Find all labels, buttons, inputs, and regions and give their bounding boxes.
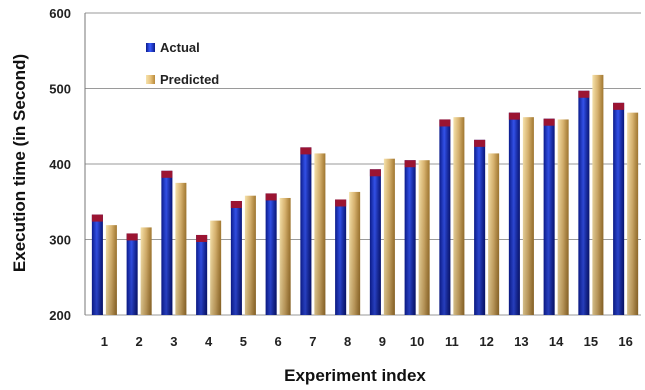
y-tick-label: 500 <box>49 82 71 97</box>
bar-actual-shade-10 <box>404 160 416 315</box>
bar-predicted-shade-6 <box>279 197 291 315</box>
legend: Actual Predicted <box>146 40 219 87</box>
x-tick-label: 15 <box>584 334 598 349</box>
bar-predicted-shade-10 <box>418 160 430 315</box>
x-tick-label: 10 <box>410 334 424 349</box>
bar-predicted-shade-15 <box>592 74 604 315</box>
bar-actual-shade-11 <box>439 119 451 315</box>
bar-actual-cap-5 <box>230 200 242 208</box>
bar-actual-cap-3 <box>161 170 173 178</box>
bar-actual-shade-12 <box>474 139 486 315</box>
bar-predicted-shade-13 <box>522 117 534 315</box>
bar-predicted-shade-9 <box>383 158 395 315</box>
bar-actual-cap-4 <box>196 234 208 242</box>
legend-swatch-actual <box>146 43 155 52</box>
bar-actual-cap-8 <box>335 199 347 207</box>
bar-predicted-shade-8 <box>349 191 361 315</box>
bar-predicted-shade-7 <box>314 153 326 315</box>
x-tick-label: 8 <box>344 334 351 349</box>
bar-predicted-shade-2 <box>140 227 152 315</box>
bar-actual-shade-4 <box>196 234 208 315</box>
x-tick-label: 12 <box>479 334 493 349</box>
bar-predicted-shade-3 <box>175 182 187 315</box>
bar-actual-shade-14 <box>543 118 555 315</box>
bar-predicted-shade-4 <box>210 220 222 315</box>
bar-actual-shade-1 <box>91 214 103 315</box>
bar-actual-shade-9 <box>369 169 381 315</box>
bar-actual-cap-11 <box>439 119 451 127</box>
x-tick-label: 3 <box>170 334 177 349</box>
bar-actual-shade-15 <box>578 90 590 315</box>
x-tick-label: 11 <box>445 334 459 349</box>
bar-actual-cap-9 <box>369 169 381 177</box>
x-tick-label: 2 <box>136 334 143 349</box>
bar-predicted-shade-12 <box>488 153 500 315</box>
bar-actual-cap-10 <box>404 160 416 168</box>
bar-predicted-shade-5 <box>244 195 256 315</box>
x-axis-title: Experiment index <box>284 366 426 385</box>
legend-swatch-predicted <box>146 75 155 84</box>
bar-actual-shade-3 <box>161 170 173 315</box>
bar-actual-shade-13 <box>508 112 520 315</box>
bars <box>91 74 639 315</box>
y-tick-label: 600 <box>49 6 71 21</box>
y-tick-label: 200 <box>49 308 71 323</box>
y-tick-label: 300 <box>49 233 71 248</box>
bar-actual-shade-16 <box>613 102 625 315</box>
bar-actual-cap-13 <box>508 112 520 120</box>
x-tick-label: 7 <box>309 334 316 349</box>
legend-label-predicted: Predicted <box>160 72 219 87</box>
bar-actual-cap-14 <box>543 118 555 126</box>
bar-actual-cap-2 <box>126 233 138 241</box>
x-tick-label: 16 <box>618 334 632 349</box>
bar-actual-cap-7 <box>300 147 312 155</box>
bar-predicted-shade-1 <box>105 225 117 315</box>
bar-actual-cap-1 <box>91 214 103 222</box>
bar-actual-shade-2 <box>126 233 138 315</box>
y-tick-label: 400 <box>49 157 71 172</box>
bar-predicted-shade-14 <box>557 119 569 315</box>
bar-actual-cap-6 <box>265 193 277 201</box>
x-tick-label: 13 <box>514 334 528 349</box>
bar-actual-shade-5 <box>230 200 242 315</box>
x-tick-label: 14 <box>549 334 564 349</box>
bar-predicted-shade-16 <box>627 112 639 315</box>
legend-label-actual: Actual <box>160 40 200 55</box>
bar-actual-cap-12 <box>474 139 486 147</box>
x-tick-label: 1 <box>101 334 108 349</box>
bar-actual-shade-7 <box>300 147 312 315</box>
x-tick-label: 5 <box>240 334 247 349</box>
bar-actual-shade-8 <box>335 199 347 315</box>
bar-actual-cap-15 <box>578 90 590 98</box>
x-tick-label: 6 <box>275 334 282 349</box>
bar-actual-cap-16 <box>613 102 625 110</box>
bar-actual-shade-6 <box>265 193 277 315</box>
x-tick-label: 9 <box>379 334 386 349</box>
y-axis-title: Execution time (in Second) <box>10 54 29 272</box>
bar-predicted-shade-11 <box>453 117 465 315</box>
x-tick-label: 4 <box>205 334 213 349</box>
